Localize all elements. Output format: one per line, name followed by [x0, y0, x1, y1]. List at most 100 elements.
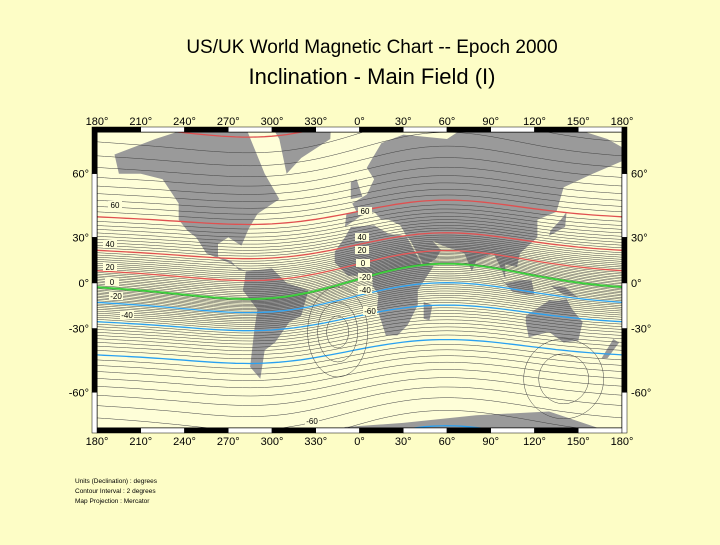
contour-loop: [523, 338, 604, 420]
contour-label: -20: [359, 273, 371, 282]
contour-label-bg: [105, 278, 119, 286]
longitude-label: 300°: [261, 116, 284, 128]
contour-label-bg: [363, 307, 377, 315]
labels: 180° 210° 240° 270° 300° 330° 0° 30° 60° 90° 120° 1…: [69, 116, 652, 448]
contour-line: [97, 313, 622, 339]
frame-segment: [621, 126, 628, 174]
contour-line: [97, 290, 622, 320]
landmass: [344, 132, 622, 279]
contour-label: 40: [106, 240, 115, 249]
longitude-label: 0°: [354, 436, 365, 448]
longitude-label: 240°: [173, 436, 196, 448]
latitude-label: 0°: [78, 278, 89, 290]
frame-segment: [315, 427, 360, 434]
longitude-label: 180°: [611, 116, 634, 128]
longitude-label: 210°: [129, 116, 152, 128]
contour-line: [97, 254, 622, 287]
longitude-label: 270°: [217, 436, 240, 448]
contour-line: [97, 319, 622, 345]
note: Contour Interval : 2 degrees: [75, 488, 156, 495]
frame-segment: [228, 427, 273, 434]
latitude-label: 60°: [72, 169, 89, 181]
contour-label: 60: [111, 201, 120, 210]
contour-label-bg: [355, 246, 369, 254]
contour-line: [97, 304, 622, 332]
contour-line: [97, 297, 622, 325]
longitude-label: 0°: [354, 116, 365, 128]
contour-label: -40: [359, 286, 371, 295]
contour-line: [97, 175, 622, 202]
contour-loop: [317, 301, 358, 363]
latitude-label: 60°: [631, 169, 648, 181]
contour-line: [97, 326, 622, 352]
contour-label-bg: [358, 286, 372, 294]
contour-line: [97, 269, 622, 304]
contour-line: [97, 157, 622, 187]
contour-line: [97, 292, 622, 321]
latitude-label: -30°: [631, 324, 651, 336]
contour-label-bg: [358, 273, 372, 281]
contour-label-bg: [109, 292, 123, 300]
contour-line: [97, 132, 622, 167]
contour-line: [97, 232, 622, 260]
contour-line: [97, 310, 622, 336]
contour-line: [97, 270, 622, 305]
contour-line: [97, 212, 622, 238]
latitude-label: 30°: [631, 232, 648, 244]
contour-line: [97, 219, 622, 245]
latitude-label: 0°: [631, 278, 642, 290]
frame-segment: [490, 427, 535, 434]
contour-line: [97, 330, 622, 355]
contour-line: [97, 322, 622, 348]
contour-line: [97, 307, 622, 334]
latitude-label: 30°: [72, 232, 89, 244]
contour-line: [97, 344, 622, 369]
frame-segment: [621, 173, 628, 238]
contour-line: [97, 361, 622, 389]
contour-label-bg: [120, 311, 134, 319]
frame-segment: [621, 282, 628, 329]
note: Map Projection : Mercator: [75, 498, 150, 505]
frame-segment: [534, 427, 579, 434]
contour-label: 20: [106, 263, 115, 272]
contour-line: [97, 282, 622, 314]
longitude-label: 240°: [173, 116, 196, 128]
frame-segment: [91, 126, 98, 174]
landmass: [350, 179, 363, 200]
longitude-label: 30°: [395, 436, 412, 448]
landmass: [549, 211, 567, 236]
longitude-label: 90°: [482, 116, 499, 128]
contour-line: [97, 230, 622, 257]
contour-line: [97, 355, 622, 381]
contour-line: [97, 338, 622, 365]
contour-label: 20: [358, 246, 367, 255]
contour-line: [97, 386, 622, 417]
longitude-label: 330°: [304, 116, 327, 128]
contour-line: [97, 316, 622, 342]
contour-line: [97, 242, 622, 271]
contour-loop: [326, 315, 349, 349]
subtitle: Inclination - Main Field (I): [249, 64, 496, 89]
contour-label: 60: [361, 207, 370, 216]
contour-label-bg: [103, 240, 117, 248]
frame-segment: [446, 427, 491, 434]
contour-label: -60: [364, 307, 376, 316]
contour-label-bg: [358, 207, 372, 215]
contour-line: [97, 189, 622, 215]
contour-line: [97, 349, 622, 375]
contour-line: [97, 194, 622, 220]
contour-line: [97, 204, 622, 230]
contour-label: 0: [361, 259, 366, 268]
frame-segment: [621, 328, 628, 393]
frame-segment: [91, 392, 98, 434]
latitude-label: -60°: [69, 387, 89, 399]
longitude-label: 180°: [86, 116, 109, 128]
longitude-label: 90°: [482, 436, 499, 448]
contour-line: [97, 377, 622, 406]
contour-line: [97, 257, 622, 291]
longitude-label: 180°: [611, 436, 634, 448]
frame-segment: [403, 427, 448, 434]
longitude-label: 300°: [261, 436, 284, 448]
contour-loop: [538, 353, 589, 405]
